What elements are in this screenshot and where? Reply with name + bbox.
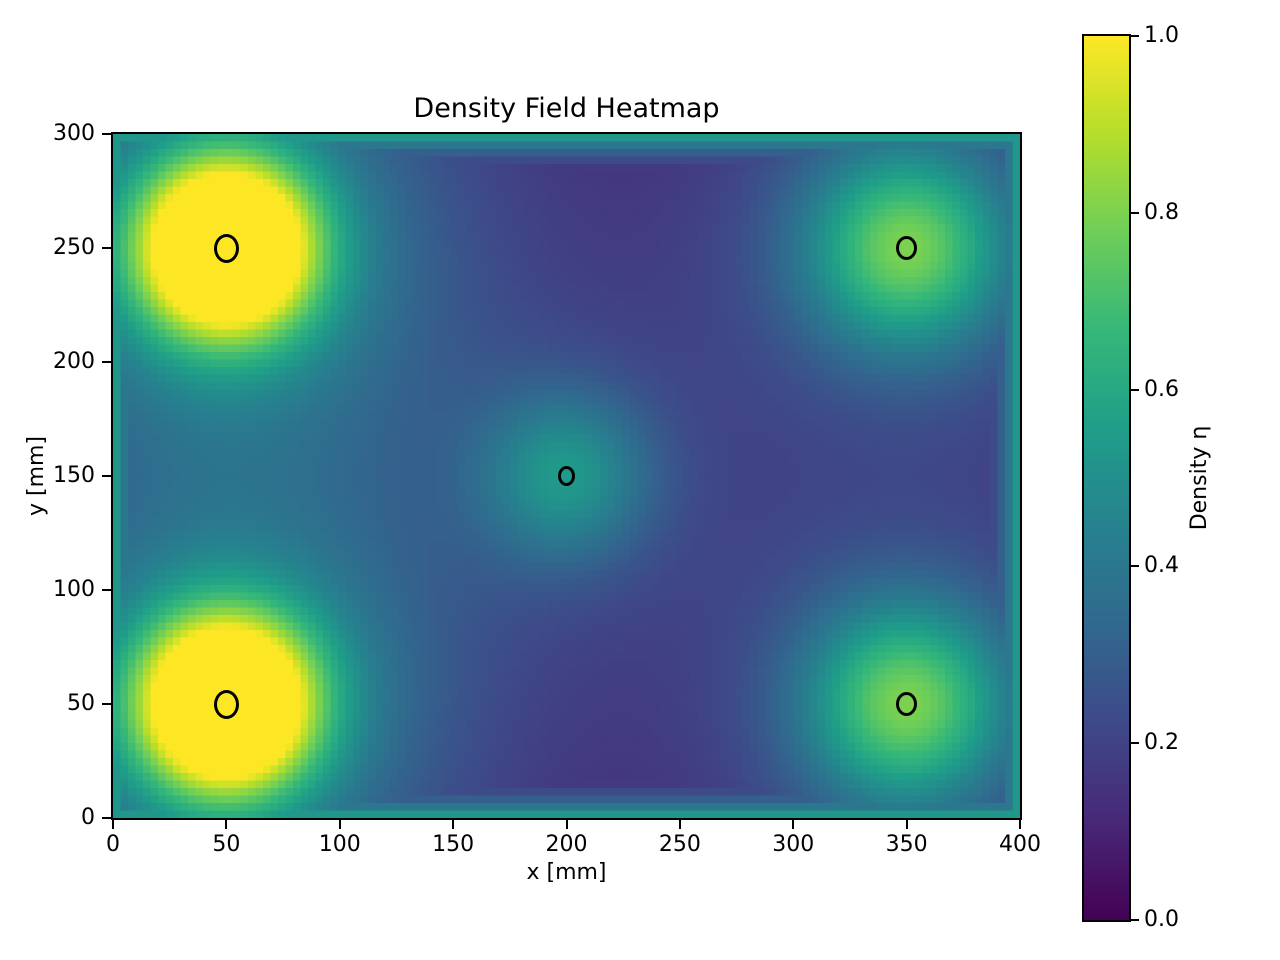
y-tick-mark	[102, 133, 111, 135]
y-tick-mark	[102, 247, 111, 249]
y-tick-mark	[102, 361, 111, 363]
x-tick-label: 100	[318, 832, 361, 857]
y-tick-mark	[102, 475, 111, 477]
x-tick-mark	[225, 820, 228, 829]
colorbar-tick-label: 0.2	[1144, 730, 1179, 756]
colorbar-tick-mark	[1131, 388, 1139, 391]
colorbar-tick-mark	[1131, 35, 1139, 37]
x-tick-label: 50	[212, 832, 241, 857]
y-tick-label: 50	[67, 691, 95, 716]
x-tick-mark	[565, 820, 568, 829]
x-tick-label: 350	[885, 832, 928, 857]
colorbar-tick-label: 0.4	[1144, 553, 1179, 579]
y-tick-label: 100	[53, 577, 95, 602]
x-tick-label: 150	[432, 832, 475, 857]
y-tick-label: 250	[53, 235, 95, 260]
x-tick-label: 300	[772, 832, 815, 857]
contour-circle-marker	[213, 689, 239, 719]
x-tick-mark	[452, 820, 455, 829]
y-tick-mark	[102, 589, 111, 591]
x-tick-mark	[792, 820, 795, 829]
contour-circle-marker	[896, 236, 918, 260]
colorbar-tick-mark	[1131, 211, 1139, 214]
y-tick-label: 150	[53, 463, 95, 488]
y-tick-mark	[102, 817, 111, 819]
y-tick-label: 300	[53, 121, 95, 146]
x-tick-mark	[338, 820, 341, 829]
colorbar-tick-label: 0.8	[1144, 199, 1179, 225]
contour-circle-marker	[213, 233, 239, 263]
plot-area: 0 50 100 150 200 250 300 350 400 0 50 100 150 200 250 3…	[53, 121, 1041, 857]
contour-circle-marker	[896, 692, 918, 716]
x-tick-label: 250	[658, 832, 701, 857]
x-tick-mark	[1019, 820, 1021, 829]
colorbar-tick-mark	[1131, 919, 1139, 921]
colorbar-gradient	[1084, 36, 1129, 920]
x-tick-mark	[678, 820, 681, 829]
y-tick-label: 0	[81, 805, 95, 830]
contour-circle-marker	[558, 466, 575, 486]
colorbar-tick-label: 1.0	[1144, 23, 1179, 48]
plot-title: Density Field Heatmap	[413, 93, 720, 124]
colorbar-tick-mark	[1131, 742, 1139, 745]
x-tick-mark	[112, 820, 114, 829]
x-tick-label: 0	[106, 832, 120, 857]
colorbar-tick-label: 0.0	[1144, 907, 1179, 932]
x-tick-label: 200	[545, 832, 588, 857]
y-tick-label: 200	[53, 349, 95, 374]
x-tick-label: 400	[999, 832, 1041, 857]
colorbar-tick-mark	[1131, 565, 1139, 568]
x-tick-mark	[905, 820, 908, 829]
x-axis-label: x [mm]	[526, 860, 607, 885]
colorbar: 0.0 0.2 0.4 0.6 0.8 1.0	[1082, 23, 1179, 932]
colorbar-tick-label: 0.6	[1144, 376, 1179, 402]
y-tick-mark	[102, 703, 111, 705]
